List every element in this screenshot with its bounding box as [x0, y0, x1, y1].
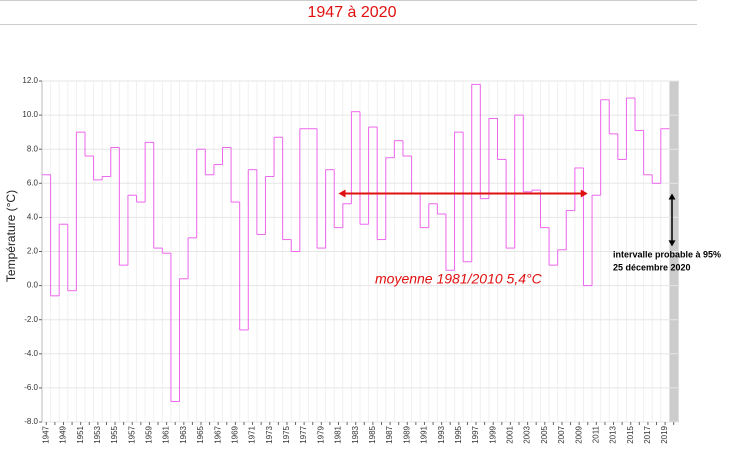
x-tick-label: 1977 [299, 425, 308, 443]
x-tick-label: 1949 [59, 425, 68, 443]
x-tick-label: 1979 [316, 425, 325, 443]
x-tick-label: 1961 [162, 425, 171, 443]
x-tick-label: 1983 [351, 425, 360, 443]
mean-label: moyenne 1981/2010 5,4°C [375, 271, 543, 287]
x-tick-label: 1997 [471, 425, 480, 443]
y-tick-label: -2.0 [24, 315, 38, 324]
y-tick-label: -6.0 [24, 383, 38, 392]
x-tick-label: 1959 [145, 425, 154, 443]
x-tick-label: 1989 [402, 425, 411, 443]
x-tick-label: 2011 [591, 425, 600, 443]
x-tick-label: 2017 [643, 425, 652, 443]
x-tick-label: 1951 [76, 425, 85, 443]
x-tick-label: 1987 [385, 425, 394, 443]
x-tick-label: 1981 [334, 425, 343, 443]
x-tick-label: 1993 [437, 425, 446, 443]
x-tick-label: 2001 [506, 425, 515, 443]
x-tick-label: 1973 [265, 425, 274, 443]
x-tick-label: 2005 [540, 425, 549, 443]
x-tick-label: 1999 [488, 425, 497, 443]
x-tick-label: 1947 [41, 425, 50, 443]
x-tick-label: 1963 [179, 425, 188, 443]
y-tick-label: -4.0 [24, 349, 38, 358]
y-tick-label: 4.0 [27, 213, 39, 222]
y-tick-label: 2.0 [27, 247, 39, 256]
x-tick-label: 2015 [626, 425, 635, 443]
y-axis-label: Température (°C) [4, 190, 18, 282]
x-tick-label: 2013 [609, 425, 618, 443]
y-tick-label: 0.0 [27, 281, 39, 290]
x-tick-label: 1975 [282, 425, 291, 443]
interval-date: 25 décembre 2020 [613, 262, 691, 272]
x-tick-label: 1953 [93, 425, 102, 443]
interval-label: intervalle probable à 95% [613, 249, 721, 259]
x-tick-label: 2007 [557, 425, 566, 443]
x-tick-label: 1955 [110, 425, 119, 443]
interval-arrowhead [668, 193, 676, 247]
y-tick-label: 10.0 [22, 110, 38, 119]
chart-title: 1947 à 2020 [308, 4, 397, 21]
x-tick-label: 2003 [523, 425, 532, 443]
x-tick-label: 1965 [196, 425, 205, 443]
x-tick-label: 2009 [574, 425, 583, 443]
x-tick-label: 1985 [368, 425, 377, 443]
x-tick-label: 1967 [213, 425, 222, 443]
y-tick-label: -8.0 [24, 417, 38, 426]
x-tick-label: 1957 [127, 425, 136, 443]
x-tick-label: 1995 [454, 425, 463, 443]
x-tick-label: 1991 [420, 425, 429, 443]
y-tick-label: 8.0 [27, 144, 39, 153]
y-tick-label: 12.0 [22, 76, 38, 85]
x-tick-label: 2019 [660, 425, 669, 443]
y-tick-label: 6.0 [27, 178, 39, 187]
x-tick-label: 1969 [230, 425, 239, 443]
x-tick-label: 1971 [248, 425, 257, 443]
